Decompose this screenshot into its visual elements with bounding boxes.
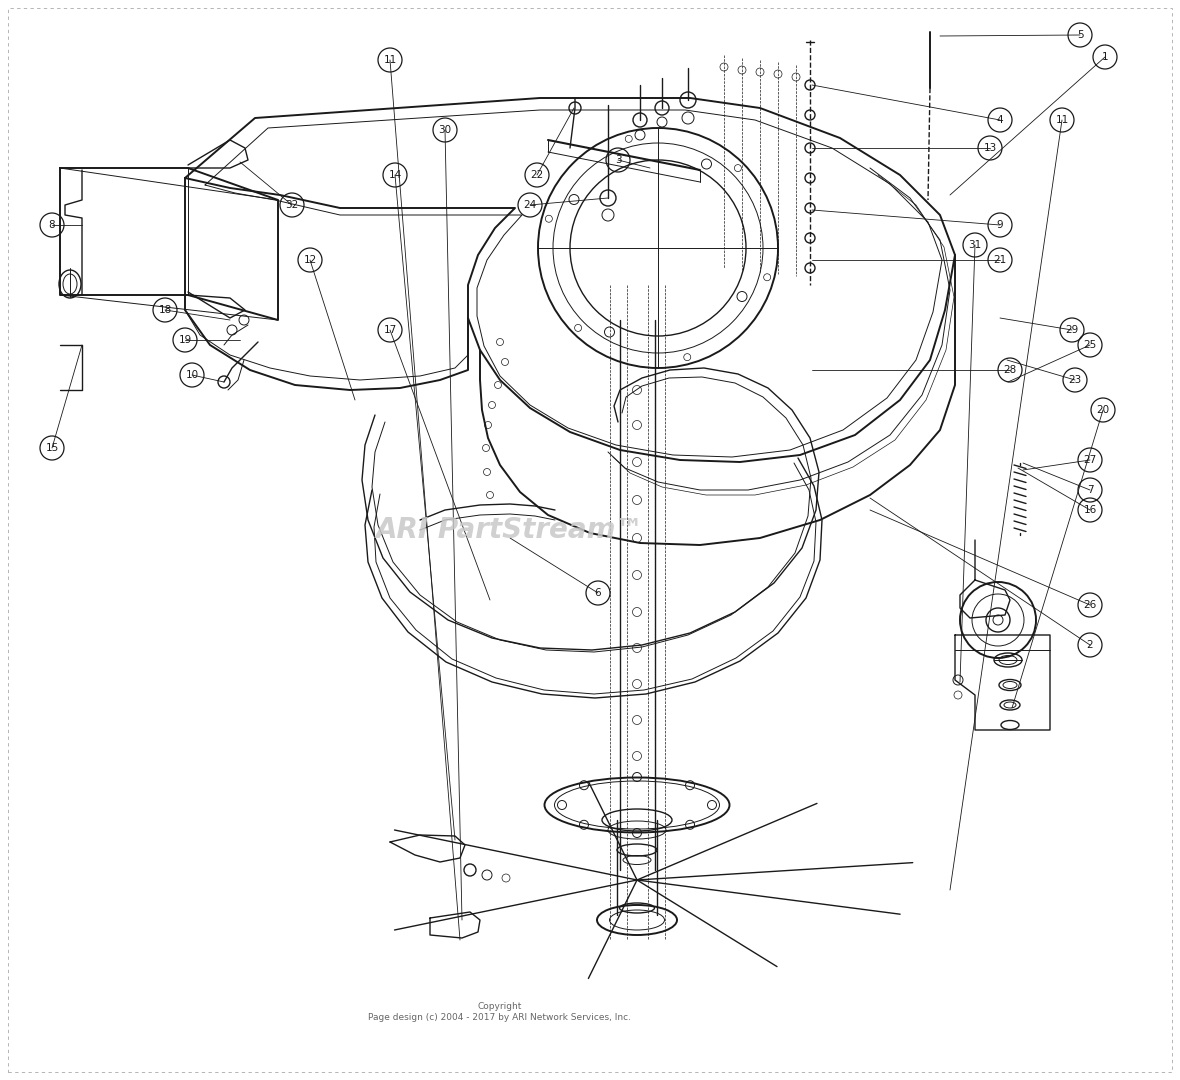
Text: 30: 30: [439, 125, 452, 135]
Text: 17: 17: [384, 325, 396, 335]
Text: 5: 5: [1076, 30, 1083, 40]
Text: 3: 3: [615, 156, 622, 165]
Text: 7: 7: [1087, 485, 1094, 495]
Text: 10: 10: [185, 370, 198, 380]
Text: 24: 24: [524, 200, 537, 210]
Text: 15: 15: [45, 443, 59, 453]
Text: 19: 19: [178, 335, 191, 345]
Text: 25: 25: [1083, 340, 1096, 350]
Text: 27: 27: [1083, 455, 1096, 465]
Text: 18: 18: [158, 305, 171, 315]
Text: Copyright
Page design (c) 2004 - 2017 by ARI Network Services, Inc.: Copyright Page design (c) 2004 - 2017 by…: [368, 1002, 631, 1022]
Text: 28: 28: [1003, 365, 1017, 375]
Text: 21: 21: [994, 255, 1007, 265]
Text: 6: 6: [595, 588, 602, 598]
Text: 26: 26: [1083, 600, 1096, 610]
Text: 22: 22: [530, 170, 544, 180]
Text: 32: 32: [286, 200, 299, 210]
Text: 11: 11: [1055, 114, 1069, 125]
Text: 12: 12: [303, 255, 316, 265]
Text: 2: 2: [1087, 640, 1094, 650]
Text: 9: 9: [997, 220, 1003, 230]
Text: 13: 13: [983, 143, 997, 153]
Text: 29: 29: [1066, 325, 1079, 335]
Text: 23: 23: [1068, 375, 1082, 384]
Text: 14: 14: [388, 170, 401, 180]
Text: 8: 8: [48, 220, 55, 230]
Text: 20: 20: [1096, 405, 1109, 415]
Text: 4: 4: [997, 114, 1003, 125]
Text: 31: 31: [969, 240, 982, 249]
Text: 16: 16: [1083, 505, 1096, 515]
Text: ARI PartStream™: ARI PartStream™: [376, 516, 644, 544]
Text: 1: 1: [1102, 52, 1108, 62]
Text: 11: 11: [384, 55, 396, 65]
